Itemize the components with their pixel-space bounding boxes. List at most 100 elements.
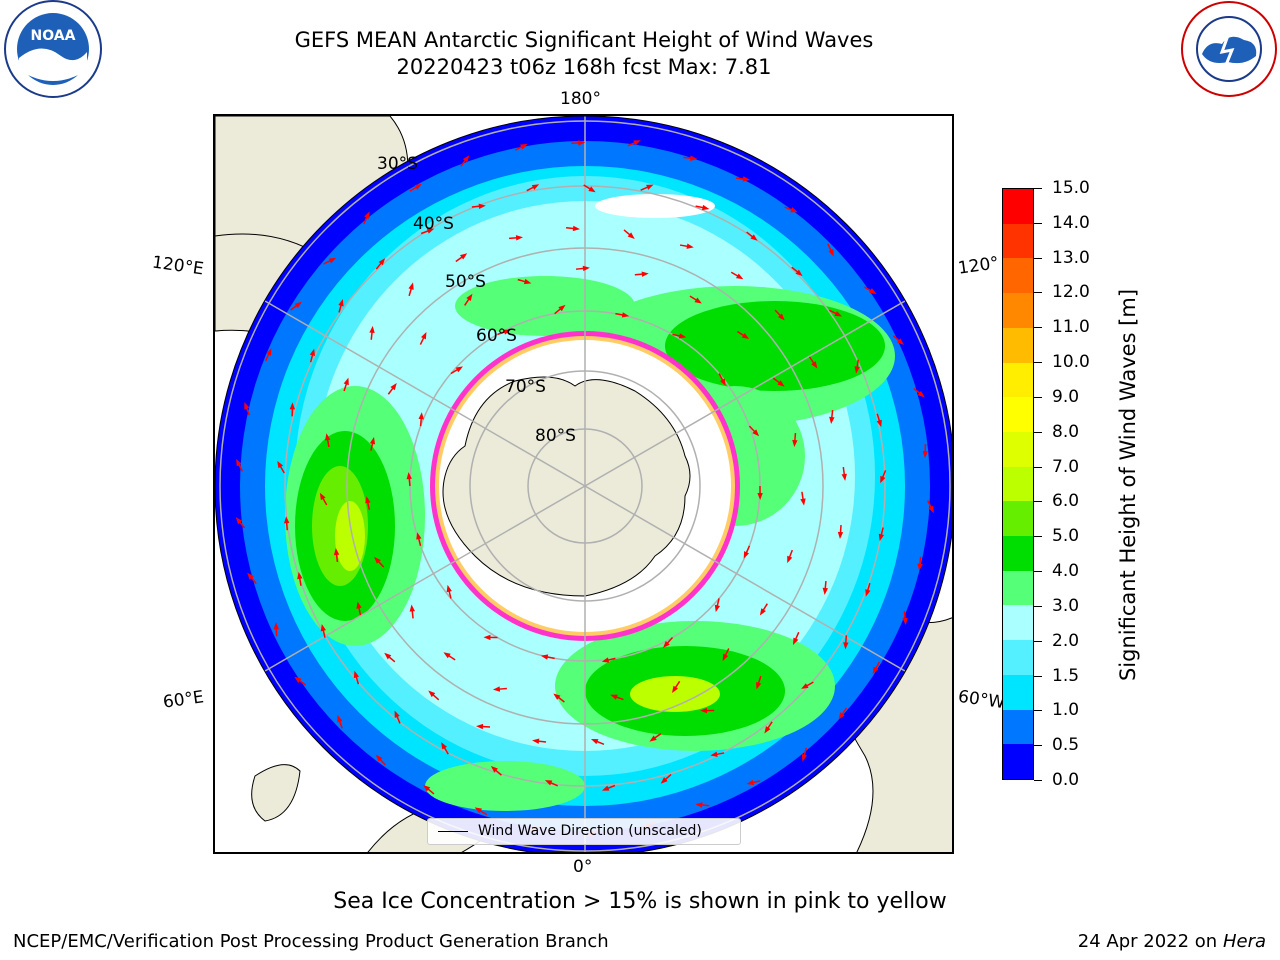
wind-arrow-head	[353, 670, 359, 679]
wind-arrow-head	[297, 571, 303, 580]
wind-arrow-head	[641, 271, 649, 277]
wind-arrow-head	[828, 249, 834, 257]
wind-arrow-head	[247, 572, 254, 580]
wind-arrow-head	[928, 505, 934, 514]
wind-arrow-head	[337, 715, 343, 723]
wind-arrow-head	[289, 402, 296, 410]
colorbar-tick-mark	[1034, 396, 1042, 398]
map-canvas	[215, 116, 952, 852]
wind-arrow-head	[922, 450, 928, 458]
footer-system: Hera	[1222, 931, 1266, 952]
wind-arrow-head	[764, 726, 771, 734]
wind-arrow-head	[544, 780, 553, 786]
wind-arrow-head	[588, 186, 596, 193]
wind-arrow-head	[872, 666, 879, 675]
wind-arrow-head	[394, 710, 400, 718]
wind-arrow-head	[663, 640, 670, 648]
wind-arrow-head	[720, 378, 726, 386]
wind-arrow-head	[917, 390, 925, 398]
wind-arrow-head	[880, 475, 886, 484]
wind-arrow-head	[678, 333, 687, 339]
wind-arrow-head	[700, 707, 708, 714]
colorbar-segment	[1003, 362, 1033, 398]
lat-label-70s: 70°S	[505, 377, 546, 397]
colorbar-tick-mark	[1034, 466, 1042, 468]
wind-arrow-head	[750, 234, 758, 241]
colorbar-tick-label: 3.0	[1052, 595, 1080, 616]
wind-arrow-head	[757, 493, 763, 500]
wind-arrow-head	[865, 589, 871, 597]
colorbar-segment	[1003, 744, 1033, 779]
wind-arrow-head	[801, 683, 809, 689]
wind-arrow-head	[633, 140, 641, 146]
colorbar-segment	[1003, 536, 1033, 571]
wind-arrow-head	[793, 637, 799, 646]
chart-title-line-2: 20220423 t06z 168h fcst Max: 7.81	[396, 55, 772, 79]
nws-logo	[1181, 1, 1277, 97]
wind-arrow-head	[446, 584, 452, 593]
wind-arrow-head	[235, 517, 243, 525]
noaa-logo: NOAA	[4, 0, 102, 98]
wind-arrow-head	[320, 624, 327, 632]
lon-label-0: 0°	[573, 857, 593, 877]
wind-arrow-head	[800, 498, 806, 506]
colorbar-tick-label: 6.0	[1052, 491, 1080, 512]
colorbar-segment	[1003, 223, 1033, 259]
wind-arrow-head	[695, 802, 703, 808]
colorbar	[1002, 188, 1034, 780]
wind-arrow-head	[390, 383, 397, 391]
wind-arrow-head	[878, 533, 885, 542]
wind-arrow-head	[421, 331, 427, 340]
wind-arrow-head	[416, 532, 422, 540]
wind-arrow-head	[294, 301, 302, 309]
wind-arrow-head	[627, 232, 635, 239]
wind-arrow-head	[843, 642, 849, 650]
wind-arrow-head	[428, 690, 436, 698]
colorbar-segment	[1003, 674, 1033, 710]
map-legend: Wind Wave Direction (unscaled)	[427, 818, 741, 845]
legend-line-swatch	[438, 831, 468, 832]
colorbar-tick-mark	[1034, 780, 1042, 781]
legend-label: Wind Wave Direction (unscaled)	[478, 823, 702, 839]
sea-ice-note: Sea Ice Concentration > 15% is shown in …	[333, 889, 947, 914]
wind-arrow-head	[829, 416, 835, 424]
lat-label-50s: 50°S	[445, 272, 486, 292]
chart-title-line-1: GEFS MEAN Antarctic Significant Height o…	[294, 28, 874, 52]
wind-arrow-head	[540, 654, 549, 660]
colorbar-tick-label: 1.0	[1052, 700, 1080, 721]
wind-arrow-head	[408, 282, 414, 290]
wind-arrow-head	[426, 228, 435, 234]
colorbar-tick-label: 5.0	[1052, 526, 1080, 547]
wind-arrow-head	[503, 329, 511, 335]
wind-arrow-head	[333, 548, 340, 556]
colorbar-tick-mark	[1034, 605, 1042, 607]
wind-arrow-head	[741, 333, 750, 340]
wind-arrow-head	[356, 601, 362, 609]
wind-arrow-head	[838, 712, 845, 720]
colorbar-tick-mark	[1034, 640, 1042, 642]
colorbar-tick-mark	[1034, 257, 1042, 259]
colorbar-tick-label: 8.0	[1052, 421, 1080, 442]
wind-arrow-head	[266, 348, 272, 356]
colorbar-segment	[1003, 501, 1033, 537]
wind-arrow-head	[515, 235, 524, 241]
wind-arrow-head	[283, 516, 290, 524]
wind-arrow-head	[441, 742, 447, 750]
wind-arrow-head	[369, 437, 376, 445]
wind-arrow-head	[854, 366, 860, 374]
wind-arrow-head	[689, 155, 698, 161]
wind-arrow-head	[710, 751, 718, 757]
wind-arrow-head	[476, 723, 484, 730]
colorbar-tick-label: 0.0	[1052, 770, 1080, 790]
colorbar-segment	[1003, 293, 1033, 328]
wind-arrow-head	[490, 766, 498, 773]
wind-arrow-head	[443, 652, 451, 659]
wind-arrow-head	[759, 608, 766, 616]
wind-arrow-head	[701, 204, 710, 211]
wind-arrow-head	[384, 652, 392, 660]
wind-arrow-head	[777, 313, 785, 321]
wind-arrow-head	[811, 361, 818, 369]
wind-arrow-head	[610, 694, 618, 700]
colorbar-segment	[1003, 466, 1033, 502]
colorbar-tick-label: 9.0	[1052, 386, 1080, 407]
